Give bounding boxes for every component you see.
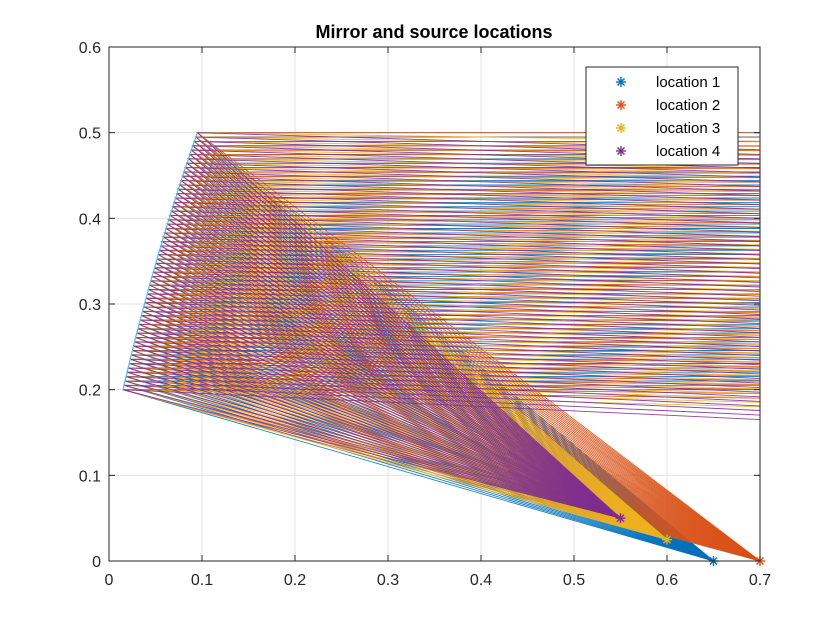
chart-title: Mirror and source locations	[315, 22, 552, 42]
y-tick-label: 0.3	[79, 297, 101, 314]
x-tick-label: 0.2	[284, 572, 306, 589]
axes: 0 0.1 0.2 0.3 0.4 0.5 0.6 0.7 0 0.1 0.2 0.3 0.4 0.5 0.…	[79, 40, 771, 589]
legend-label-3: location 3	[656, 120, 720, 137]
x-tick-label: 0.1	[191, 572, 213, 589]
x-tick-label: 0.7	[749, 572, 771, 589]
legend-box	[585, 66, 739, 166]
legend-marker-1	[616, 77, 626, 87]
x-tick-label: 0.3	[377, 572, 399, 589]
legend: location 1 location 2 location 3 location 4	[585, 66, 739, 166]
legend-label-2: location 2	[656, 97, 720, 114]
y-tick-label: 0.5	[79, 126, 101, 143]
x-tick-label: 0.4	[470, 572, 492, 589]
y-tick-label: 0.1	[79, 468, 101, 485]
plot-content	[122, 132, 765, 566]
y-tick-label: 0.2	[79, 383, 101, 400]
x-tick-label: 0.6	[656, 572, 678, 589]
legend-marker-2	[616, 100, 626, 110]
legend-label-1: location 1	[656, 74, 720, 91]
mirror-curve	[122, 132, 198, 390]
y-tick-label: 0	[92, 554, 101, 571]
source-marker-3	[662, 534, 672, 545]
legend-marker-4	[616, 146, 626, 156]
source-marker-4	[615, 513, 626, 524]
x-tick-label: 0.5	[563, 572, 585, 589]
legend-marker-3	[616, 123, 626, 133]
y-tick-label: 0.6	[79, 40, 101, 57]
legend-label-4: location 4	[656, 143, 720, 160]
x-tick-label: 0	[105, 572, 114, 589]
y-tick-label: 0.4	[79, 211, 101, 228]
